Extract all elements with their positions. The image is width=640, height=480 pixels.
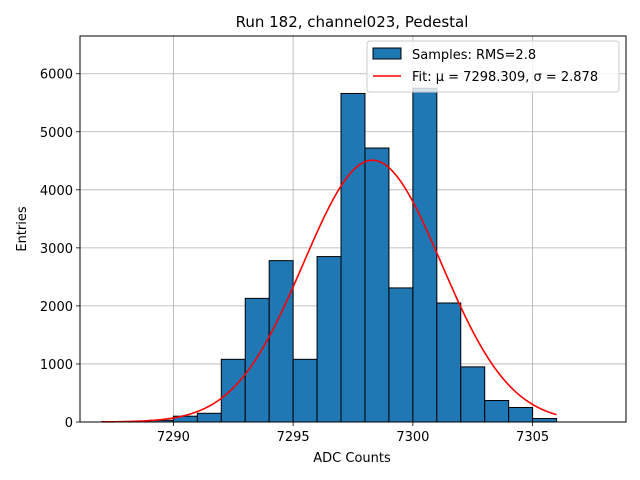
histogram-bar [364,147,390,423]
legend-box [366,40,620,93]
histogram-bar [268,260,294,423]
x-tick-label: 7305 [516,430,549,445]
y-tick-label: 0 [65,416,73,431]
legend-fit-label: Fit: μ = 7298.309, σ = 2.878 [412,70,598,85]
fit-curve-group [101,159,557,423]
fit-curve [101,159,557,423]
legend-histogram-swatch [372,47,402,60]
histogram-bar [220,358,246,423]
y-tick-label: 2000 [40,300,73,315]
y-tick-label: 4000 [40,184,73,199]
x-axis-label: ADC Counts [313,451,391,466]
x-tick-label: 7290 [157,430,190,445]
y-axis-label: Entries [15,206,30,252]
plot-frame [79,35,627,423]
histogram-bar [316,256,342,423]
histogram-bar [196,412,222,423]
histogram-bar [388,287,414,423]
chart-title: Run 182, channel023, Pedestal [236,13,469,31]
histogram-bar [532,418,558,423]
histogram-bar [460,366,486,423]
y-tick-label: 3000 [40,242,73,257]
y-tick-label: 5000 [40,126,73,141]
y-tick-label: 6000 [40,68,73,83]
y-axis-ticks: 0 1000 2000 3000 4000 5000 6000 [40,68,80,431]
x-tick-label: 7300 [396,430,429,445]
histogram-bar [244,297,270,423]
histogram-bar [412,87,438,423]
legend: Samples: RMS=2.8 Fit: μ = 7298.309, σ = … [366,40,620,93]
histogram-bar [484,400,510,423]
histogram-bar [508,406,534,423]
x-tick-label: 7295 [277,430,310,445]
histogram-bar [436,302,462,423]
histogram-bars [101,87,558,423]
histogram-bar [292,358,318,423]
histogram-bar [340,92,366,423]
legend-histogram-label: Samples: RMS=2.8 [412,48,536,63]
y-tick-label: 1000 [40,358,73,373]
x-axis-ticks: 7290 7295 7300 7305 [157,422,549,445]
